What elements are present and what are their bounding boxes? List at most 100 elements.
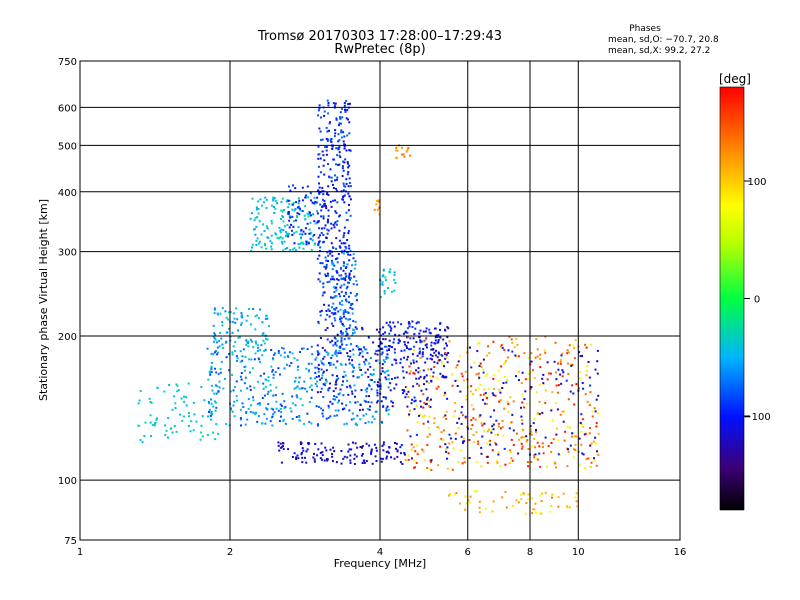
data-point (597, 453, 600, 456)
data-point (323, 159, 326, 162)
data-point (334, 312, 337, 315)
data-point (327, 352, 330, 355)
data-point (339, 388, 342, 391)
data-point (440, 431, 443, 434)
data-point (339, 346, 342, 349)
data-point (582, 453, 585, 456)
data-point (351, 392, 354, 395)
data-point (393, 348, 396, 351)
data-point (376, 399, 379, 402)
data-point (339, 111, 342, 114)
data-point (329, 168, 332, 171)
data-point (557, 505, 560, 508)
colorbar-tick-label: 100 (747, 177, 766, 188)
data-point (322, 217, 325, 220)
data-point (586, 400, 589, 403)
data-point (249, 385, 252, 388)
data-point (419, 357, 422, 359)
data-point (439, 328, 441, 331)
data-point (544, 351, 547, 354)
data-point (327, 218, 329, 221)
data-point (319, 171, 322, 174)
data-point (293, 242, 296, 245)
data-point (354, 320, 357, 323)
data-point (378, 331, 381, 334)
data-point (287, 211, 290, 213)
data-point (260, 246, 263, 249)
data-point (309, 377, 312, 380)
data-point (343, 201, 346, 204)
data-point (589, 384, 592, 387)
data-point (181, 419, 184, 422)
data-point (431, 358, 433, 361)
data-point (454, 437, 457, 440)
data-point (351, 390, 353, 393)
data-point (347, 393, 350, 396)
data-point (525, 435, 528, 438)
data-point (527, 498, 530, 501)
data-point (334, 129, 337, 132)
data-point (587, 361, 590, 363)
data-point (335, 306, 338, 309)
data-point (346, 379, 349, 382)
data-point (193, 413, 196, 416)
data-point (272, 408, 275, 411)
data-point (558, 384, 561, 387)
data-point (444, 391, 446, 394)
data-point (454, 493, 456, 496)
data-point (347, 118, 349, 121)
data-point (309, 237, 312, 240)
data-point (466, 351, 469, 354)
data-point (354, 295, 357, 298)
data-point (427, 382, 430, 385)
data-point (302, 449, 305, 452)
data-point (321, 451, 324, 454)
data-point (228, 369, 230, 372)
data-point (335, 380, 337, 383)
data-point (339, 246, 342, 249)
data-point (317, 368, 320, 370)
data-point (237, 336, 240, 339)
data-point (287, 199, 290, 202)
data-point (383, 290, 386, 292)
data-point (580, 413, 583, 416)
data-point (376, 359, 379, 362)
data-point (364, 388, 367, 391)
data-point (449, 437, 452, 440)
data-point (433, 366, 436, 368)
data-point (326, 139, 329, 142)
data-point (544, 389, 547, 392)
data-point (155, 418, 158, 421)
data-point (290, 410, 293, 413)
data-point (511, 341, 514, 344)
data-point (386, 450, 389, 453)
data-point (389, 345, 392, 348)
data-point (317, 153, 320, 156)
data-point (348, 273, 351, 276)
data-point (327, 416, 330, 419)
data-point (462, 379, 465, 382)
data-point (416, 321, 419, 324)
data-point (333, 336, 336, 339)
data-point (350, 302, 353, 305)
data-point (485, 397, 488, 399)
data-point (553, 360, 556, 363)
data-point (582, 426, 585, 428)
data-point (544, 491, 547, 494)
data-point (231, 351, 234, 354)
data-point (527, 465, 530, 468)
data-point (374, 352, 377, 355)
data-point (352, 375, 355, 378)
data-point (580, 430, 583, 433)
data-point (278, 449, 281, 452)
data-point (341, 402, 344, 405)
data-point (478, 506, 481, 509)
data-point (555, 378, 558, 381)
data-point (395, 156, 398, 159)
data-point (533, 418, 536, 420)
data-point (411, 398, 414, 401)
data-point (254, 413, 257, 416)
data-point (280, 415, 282, 418)
data-point (327, 112, 330, 115)
data-point (411, 457, 413, 460)
